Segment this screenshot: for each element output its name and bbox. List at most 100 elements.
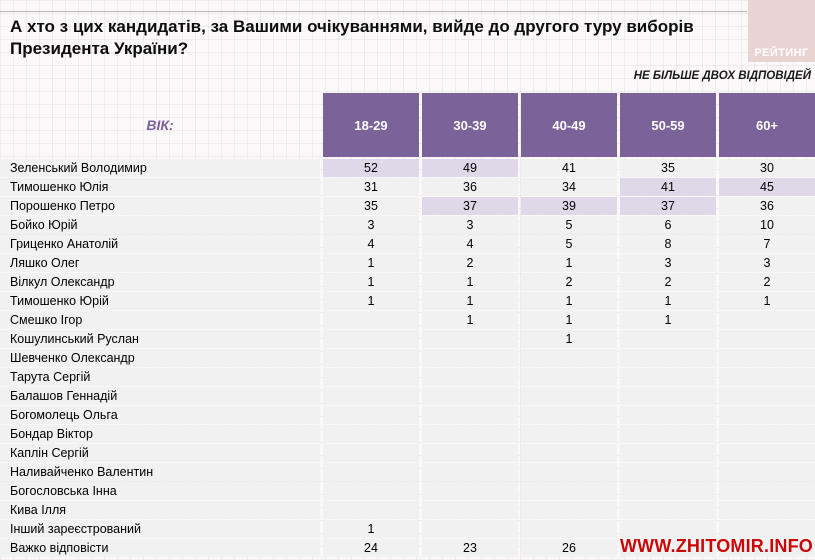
value-cell	[422, 463, 518, 481]
value-cell: 1	[422, 311, 518, 329]
candidate-name: Інший зареєстрований	[0, 520, 320, 538]
value-cell: 4	[323, 235, 419, 253]
value-cell	[521, 406, 617, 424]
value-cell: 1	[719, 292, 815, 310]
top-divider	[0, 11, 747, 12]
value-cell: 49	[422, 159, 518, 177]
table-row: Богословська Інна	[0, 482, 815, 500]
table-header-row: ВІК: 18-29 30-39 40-49 50-59 60+	[0, 93, 815, 157]
column-header-50-59: 50-59	[620, 93, 716, 157]
value-cell: 2	[521, 273, 617, 291]
value-cell: 1	[323, 520, 419, 538]
value-cell: 5	[521, 216, 617, 234]
value-cell: 31	[323, 178, 419, 196]
value-cell: 10	[719, 216, 815, 234]
value-cell	[323, 425, 419, 443]
value-cell: 1	[323, 273, 419, 291]
candidate-name: Смешко Ігор	[0, 311, 320, 329]
value-cell	[521, 349, 617, 367]
value-cell	[422, 406, 518, 424]
value-cell	[323, 444, 419, 462]
value-cell	[719, 330, 815, 348]
candidate-name: Бондар Віктор	[0, 425, 320, 443]
candidate-name: Тимошенко Юрій	[0, 292, 320, 310]
site-watermark: WWW.ZHITOMIR.INFO	[619, 536, 813, 556]
value-cell	[422, 444, 518, 462]
value-cell: 3	[422, 216, 518, 234]
candidate-name: Богословська Інна	[0, 482, 320, 500]
rating-group-logo-label: РЕЙТИНГ	[754, 47, 809, 59]
age-label: ВІК:	[146, 117, 174, 133]
value-cell	[323, 368, 419, 386]
value-cell	[323, 482, 419, 500]
column-header-18-29: 18-29	[323, 93, 419, 157]
table-row: Вілкул Олександр 1 1 2 2 2	[0, 273, 815, 291]
value-cell	[521, 444, 617, 462]
value-cell: 3	[620, 254, 716, 272]
value-cell: 41	[620, 178, 716, 196]
value-cell: 3	[719, 254, 815, 272]
candidate-name: Тимошенко Юлія	[0, 178, 320, 196]
value-cell	[719, 425, 815, 443]
value-cell	[719, 482, 815, 500]
value-cell	[620, 482, 716, 500]
value-cell: 1	[521, 292, 617, 310]
column-header-40-49: 40-49	[521, 93, 617, 157]
table-body: Зеленський Володимир 52 49 41 35 30 Тимошенко …	[0, 159, 815, 557]
value-cell	[719, 444, 815, 462]
value-cell	[422, 368, 518, 386]
value-cell	[521, 368, 617, 386]
value-cell: 6	[620, 216, 716, 234]
value-cell: 1	[521, 311, 617, 329]
candidate-name: Тарута Сергій	[0, 368, 320, 386]
value-cell	[521, 520, 617, 538]
value-cell: 1	[323, 254, 419, 272]
value-cell	[323, 406, 419, 424]
table-row: Тимошенко Юрій 1 1 1 1 1	[0, 292, 815, 310]
candidate-name: Ляшко Олег	[0, 254, 320, 272]
candidate-name: Гриценко Анатолій	[0, 235, 320, 253]
value-cell: 39	[521, 197, 617, 215]
value-cell: 2	[422, 254, 518, 272]
value-cell	[521, 425, 617, 443]
table-row: Богомолець Ольга	[0, 406, 815, 424]
value-cell: 41	[521, 159, 617, 177]
value-cell	[620, 520, 716, 538]
value-cell	[620, 330, 716, 348]
value-cell	[323, 463, 419, 481]
value-cell	[719, 539, 815, 557]
table-row: Гриценко Анатолій 4 4 5 8 7	[0, 235, 815, 253]
value-cell	[323, 387, 419, 405]
table-row: Тарута Сергій	[0, 368, 815, 386]
value-cell	[323, 311, 419, 329]
table-row: Смешко Ігор 1 1 1	[0, 311, 815, 329]
value-cell: 35	[620, 159, 716, 177]
value-cell	[422, 330, 518, 348]
value-cell	[521, 501, 617, 519]
value-cell: 5	[521, 235, 617, 253]
column-header-60plus: 60+	[719, 93, 815, 157]
value-cell: 52	[323, 159, 419, 177]
value-cell	[719, 387, 815, 405]
column-header-30-39: 30-39	[422, 93, 518, 157]
table-row: Шевченко Олександр	[0, 349, 815, 367]
candidate-name: Кошулинський Руслан	[0, 330, 320, 348]
value-cell	[620, 349, 716, 367]
table-row: Порошенко Петро 35 37 39 37 36	[0, 197, 815, 215]
candidate-name: Вілкул Олександр	[0, 273, 320, 291]
value-cell: 1	[422, 273, 518, 291]
value-cell	[521, 387, 617, 405]
value-cell	[620, 387, 716, 405]
value-cell: 8	[620, 235, 716, 253]
value-cell	[323, 330, 419, 348]
candidate-name: Зеленський Володимир	[0, 159, 320, 177]
candidate-name: Кива Ілля	[0, 501, 320, 519]
value-cell: 34	[521, 178, 617, 196]
value-cell: 3	[323, 216, 419, 234]
page-title: А хто з цих кандидатів, за Вашими очікув…	[10, 17, 694, 59]
value-cell	[422, 482, 518, 500]
value-cell	[422, 520, 518, 538]
value-cell	[422, 501, 518, 519]
value-cell	[719, 463, 815, 481]
